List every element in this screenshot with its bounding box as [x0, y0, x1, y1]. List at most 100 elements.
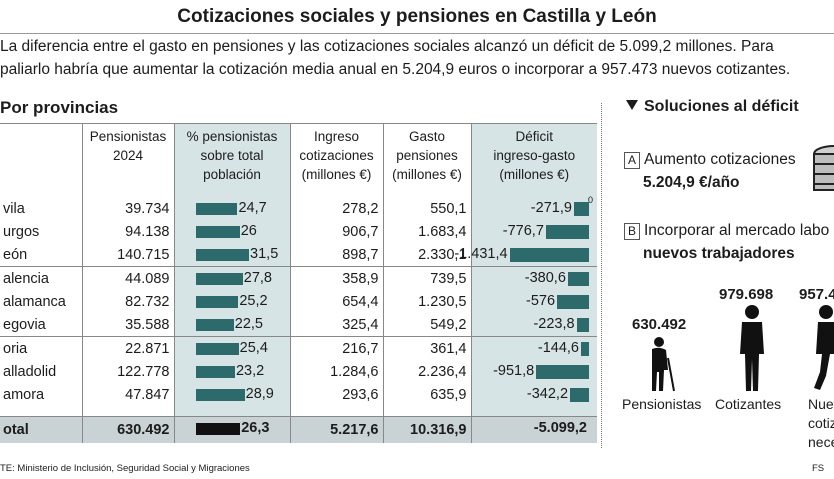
pensionistas-value: 39.734 [81, 197, 174, 220]
pct-bar [195, 343, 239, 355]
ingreso-value: 898,7 [289, 243, 383, 267]
deficit-bar [557, 295, 589, 309]
gasto-value: 1.230,5 [382, 290, 471, 313]
solutions-title: Soluciones al déficit [626, 98, 799, 116]
header-line: 2024 [112, 148, 144, 163]
ingreso-value: 293,6 [289, 383, 383, 406]
pct-cell: 26,3 [173, 416, 290, 443]
gap-cell [0, 406, 82, 417]
table-row: amora 47.847 28,9 293,6 635,9 -342,2 [0, 383, 597, 406]
header-line: % pensionistas [186, 129, 278, 144]
deficit-cell: -223,8 [470, 313, 597, 337]
province-name: alladolid [3, 363, 57, 380]
table-row: alamanca 82.732 25,2 654,4 1.230,5 -576 [0, 290, 597, 313]
pct-label: 23,2 [235, 363, 265, 379]
pct-cell: 22,5 [173, 313, 290, 337]
deficit-label: -144,6 [537, 340, 579, 356]
deficit-cell: -576 [470, 290, 597, 313]
pct-bar [195, 226, 240, 238]
figure-pensionistas-value: 630.492 [632, 316, 687, 333]
pct-cell: 24,7 [173, 197, 290, 220]
pct-label: 26,3 [241, 420, 270, 436]
deficit-bar [567, 272, 589, 286]
deficit-cell: -5.099,2 [470, 416, 597, 443]
intro-line-2: paliarlo habría que aumentar la cotizaci… [0, 61, 791, 78]
province-name: vila [3, 200, 25, 217]
gap-cell [173, 406, 290, 417]
header-line: población [203, 167, 261, 182]
row-gap [0, 406, 597, 417]
header-line: Ingreso [313, 129, 360, 144]
pensionistas-value: 94.138 [81, 220, 174, 243]
page-title: Cotizaciones sociales y pensiones en Cas… [177, 6, 657, 27]
deficit-label: -951,8 [493, 363, 535, 379]
table-row: vila 39.734 24,7 278,2 550,1 -271,9 0 [0, 195, 597, 220]
pct-bar [195, 389, 245, 401]
pct-cell: 28,9 [173, 383, 290, 406]
pensionistas-value: 630.492 [81, 416, 174, 443]
solutions-title-text: Soluciones al déficit [644, 98, 799, 115]
table-row: urgos 94.138 26 906,7 1.683,4 -776,7 [0, 220, 597, 243]
province-name: amora [3, 386, 45, 403]
deficit-label: -342,2 [526, 386, 569, 402]
gasto-value: 550,1 [382, 197, 471, 220]
pensionistas-value: 140.715 [81, 243, 174, 267]
deficit-bar [570, 388, 589, 402]
pct-label: 26 [240, 223, 257, 239]
pct-cell: 26 [173, 220, 290, 243]
solution-a: A Aumento cotizaciones [624, 151, 796, 169]
deficit-bar [573, 202, 589, 216]
pct-bar [195, 366, 235, 378]
ingreso-value: 906,7 [289, 220, 383, 243]
province-name: otal [0, 416, 82, 443]
province-name: oria [3, 340, 28, 357]
table-body: vila 39.734 24,7 278,2 550,1 -271,9 0 urgos 94.1… [0, 187, 597, 443]
pct-label: 28,9 [245, 386, 274, 402]
province-table-container: Pensionistas 2024 % pensionistas sobre t… [0, 123, 597, 456]
header-line: Pensionistas [89, 129, 167, 144]
pct-label: 25,2 [239, 293, 268, 309]
deficit-label: -271,9 [530, 200, 572, 216]
coin-stack-icon [813, 145, 834, 191]
ingreso-value: 325,4 [289, 313, 383, 337]
pct-label: 24,7 [238, 200, 267, 216]
header-line: ingreso-gasto [493, 148, 576, 163]
pensionistas-value: 22.871 [81, 336, 174, 360]
header-pct: % pensionistas sobre total población [173, 123, 290, 187]
province-name: alencia [3, 270, 49, 287]
table-row: alladolid 122.778 23,2 1.284,6 2.236,4 -951,8 [0, 360, 597, 383]
pensionistas-value: 82.732 [81, 290, 174, 313]
figure-cotizantes-label: Cotizantes [715, 396, 782, 412]
deficit-bar [536, 365, 589, 379]
deficit-cell: -144,6 [470, 336, 597, 360]
header-line: cotizaciones [299, 148, 374, 163]
province-name: eón [0, 243, 82, 267]
header-line: Gasto [408, 129, 446, 144]
deficit-label: -576 [526, 293, 556, 309]
figure-nuevos-label-2: cotiza [808, 415, 834, 431]
figure-nuevos-label-1: Nuev [808, 396, 834, 412]
header-pensionistas: Pensionistas 2024 [81, 123, 174, 187]
new-worker-icon [814, 305, 834, 390]
triangle-down-icon [626, 100, 638, 110]
deficit-label: -223,8 [533, 316, 575, 332]
deficit-zero-label: 0 [587, 195, 593, 205]
gap-cell [173, 187, 290, 197]
ingreso-value: 216,7 [289, 336, 383, 360]
header-deficit: Déficit ingreso-gasto (millones €) [470, 123, 597, 187]
table-total-row: otal 630.492 26,3 5.217,6 10.316,9 -5.099,2 [0, 416, 597, 443]
deficit-cell: -776,7 [470, 220, 597, 243]
figure-pensionistas-label: Pensionistas [622, 396, 702, 412]
pensionistas-value: 122.778 [81, 360, 174, 383]
header-province [0, 123, 82, 187]
gap-cell [0, 187, 82, 197]
pct-bar [195, 203, 238, 215]
pensionistas-value: 44.089 [81, 266, 174, 290]
gap-cell [382, 187, 471, 197]
province-name: egovia [0, 313, 82, 337]
table-row: oria 22.871 25,4 216,7 361,4 -144,6 [0, 336, 597, 360]
province-name: alamanca [3, 293, 66, 310]
pct-cell: 25,4 [173, 336, 290, 360]
pct-bar [195, 249, 250, 261]
panel-divider [601, 103, 602, 448]
